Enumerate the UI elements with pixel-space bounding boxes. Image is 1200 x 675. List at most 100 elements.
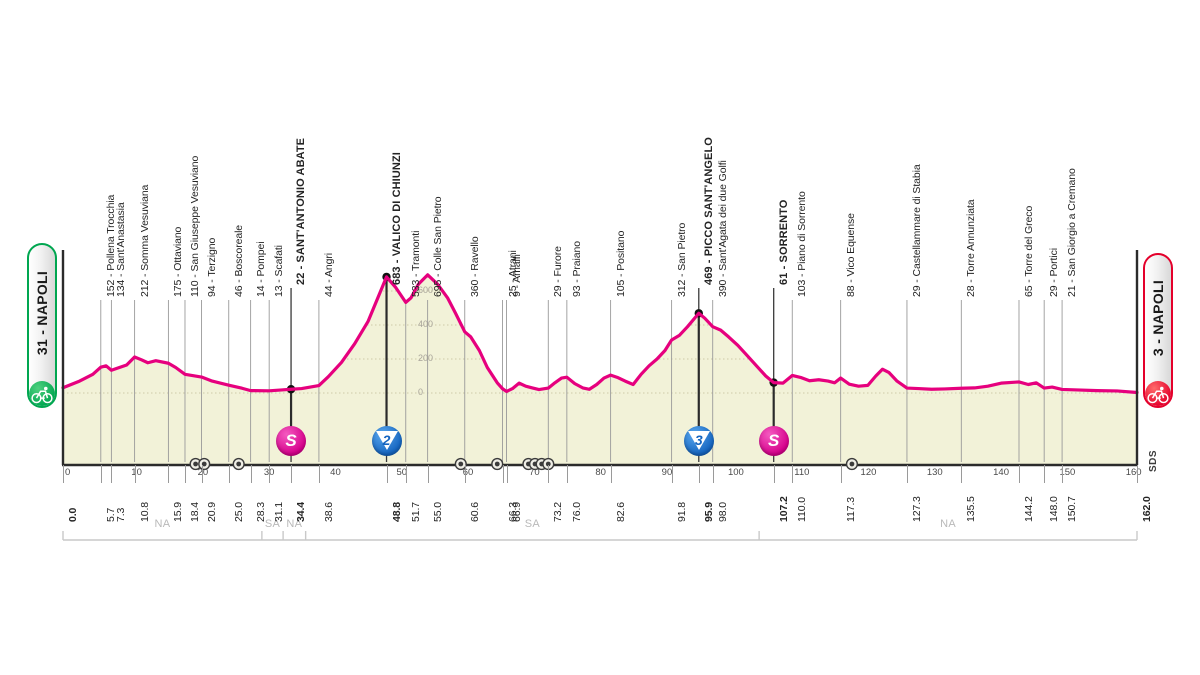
sprint-marker-santantonio-abate[interactable]: S — [276, 426, 307, 456]
km-label: 76.0 — [570, 501, 583, 522]
km-tick — [1137, 465, 1138, 483]
location-label: 175 - Ottaviano — [172, 226, 185, 297]
km-label: 91.8 — [675, 501, 688, 522]
sector-label: SA — [524, 518, 540, 530]
location-label: 533 - Tramonti — [409, 230, 422, 297]
km-tick — [906, 465, 908, 483]
km-label: 73.2 — [552, 501, 565, 522]
location-label: 390 - Sant'Agata dei due Golfi — [716, 160, 729, 297]
x-tick-label: 70 — [529, 467, 540, 478]
x-tick-label: 120 — [860, 467, 877, 478]
x-tick-label: 60 — [462, 467, 474, 478]
km-label: 66.9 — [510, 501, 523, 522]
location-label: 44 - Angri — [322, 253, 335, 297]
km-label: 98.0 — [716, 501, 729, 522]
sprint-marker-sorrento[interactable]: S — [758, 426, 789, 456]
km-tick — [698, 465, 700, 483]
km-tick — [464, 465, 466, 483]
km-label: 20.9 — [205, 501, 218, 522]
km-tick — [386, 465, 388, 483]
x-tick-label: 20 — [197, 467, 209, 478]
km-tick — [506, 465, 508, 483]
x-tick-label: 160 — [1125, 467, 1142, 478]
km-label: 135.5 — [965, 496, 978, 522]
start-badge-label: 31 - NAPOLI — [34, 270, 50, 356]
elevation-tick-label: 400 — [418, 319, 434, 329]
km-tick — [134, 465, 136, 483]
km-label: 95.9 — [702, 501, 715, 522]
km-label: 144.2 — [1022, 496, 1035, 522]
x-tick-label: 90 — [661, 467, 673, 478]
km-tick — [773, 465, 775, 483]
x-tick-label: 140 — [993, 467, 1009, 478]
marker-glyph: S — [768, 431, 780, 450]
km-tick — [961, 465, 963, 483]
gpm-marker-valico-di-chiunzi[interactable]: 2 — [371, 426, 402, 456]
sds-credit: SDS — [1148, 449, 1159, 472]
gpm-marker-picco-santangelo[interactable]: 3 — [683, 426, 714, 456]
km-label: 10.8 — [138, 501, 151, 522]
km-tick — [610, 465, 612, 483]
km-tick — [1062, 465, 1064, 483]
km-label: 0.0 — [67, 507, 79, 522]
km-tick — [63, 465, 64, 483]
x-tick-label: 10 — [131, 467, 142, 478]
km-tick — [201, 465, 203, 483]
location-label: 28 - Torre Annunziata — [965, 199, 978, 297]
km-label: 162.0 — [1141, 496, 1153, 522]
km-tick — [566, 465, 568, 483]
x-tick-label: 130 — [926, 467, 943, 478]
sector-label: NA — [940, 518, 956, 530]
km-tick — [269, 465, 271, 483]
location-label: 88 - Vico Equense — [844, 213, 857, 297]
x-tick-label: 80 — [595, 467, 606, 478]
sector-label: SA — [264, 518, 281, 530]
sector-bar — [62, 531, 1138, 541]
marker-glyph: 3 — [694, 432, 703, 448]
km-tick — [502, 465, 504, 483]
location-label: 360 - Ravello — [468, 236, 481, 297]
location-label: 29 - Castellammare di Stabia — [910, 164, 923, 297]
x-tick-label: 100 — [727, 467, 744, 478]
location-label: 9 - Amalfi — [510, 254, 523, 297]
location-label: 29 - Portici — [1048, 248, 1061, 297]
elevation-line — [61, 273, 1139, 395]
location-label-major: 683 - VALICO DI CHIUNZI — [390, 152, 403, 285]
km-label: 15.9 — [172, 501, 185, 522]
km-tick — [184, 465, 186, 483]
elevation-tick-label: 600 — [418, 285, 434, 295]
x-tick-label: 150 — [1059, 467, 1076, 478]
km-tick — [840, 465, 842, 483]
km-tick — [1044, 465, 1046, 483]
tunnel-icons — [189, 457, 859, 471]
km-label: 148.0 — [1048, 496, 1061, 522]
km-label: 48.8 — [390, 501, 403, 522]
x-tick-label: 40 — [330, 467, 341, 478]
finish-badge-text: 3 - NAPOLI — [1145, 255, 1171, 381]
x-tick-label: 30 — [264, 467, 275, 478]
x-tick-label: 110 — [794, 467, 810, 478]
km-tick — [548, 465, 550, 483]
location-label-major: 22 - SANT'ANTONIO ABATE — [295, 137, 308, 285]
gpm-triangle-icon — [375, 431, 398, 450]
location-label: 312 - San Pietro — [675, 222, 688, 297]
location-label: 13 - Scafati — [273, 245, 286, 297]
km-label: 110.0 — [796, 497, 809, 522]
x-tick-label: 50 — [396, 467, 408, 478]
start-badge[interactable]: 31 - NAPOLI — [27, 243, 57, 408]
cyclist-icon — [1147, 386, 1169, 404]
location-label-major: 61 - SORRENTO — [777, 199, 790, 285]
x-tick-label: 0 — [65, 467, 71, 478]
location-label: 110 - San Giuseppe Vesuviano — [188, 155, 201, 297]
km-tick — [250, 465, 252, 483]
location-label: 14 - Pompei — [254, 241, 267, 297]
profile-area — [63, 274, 1137, 465]
finish-badge[interactable]: 3 - NAPOLI — [1143, 253, 1173, 408]
location-label: 105 - Positano — [614, 230, 627, 297]
km-tick — [228, 465, 230, 483]
gpm-triangle-icon — [687, 431, 710, 450]
location-label: 212 - Somma Vesuviana — [138, 184, 151, 297]
location-label: 134 - Sant'Anastasia — [115, 202, 128, 297]
km-tick — [111, 465, 113, 483]
